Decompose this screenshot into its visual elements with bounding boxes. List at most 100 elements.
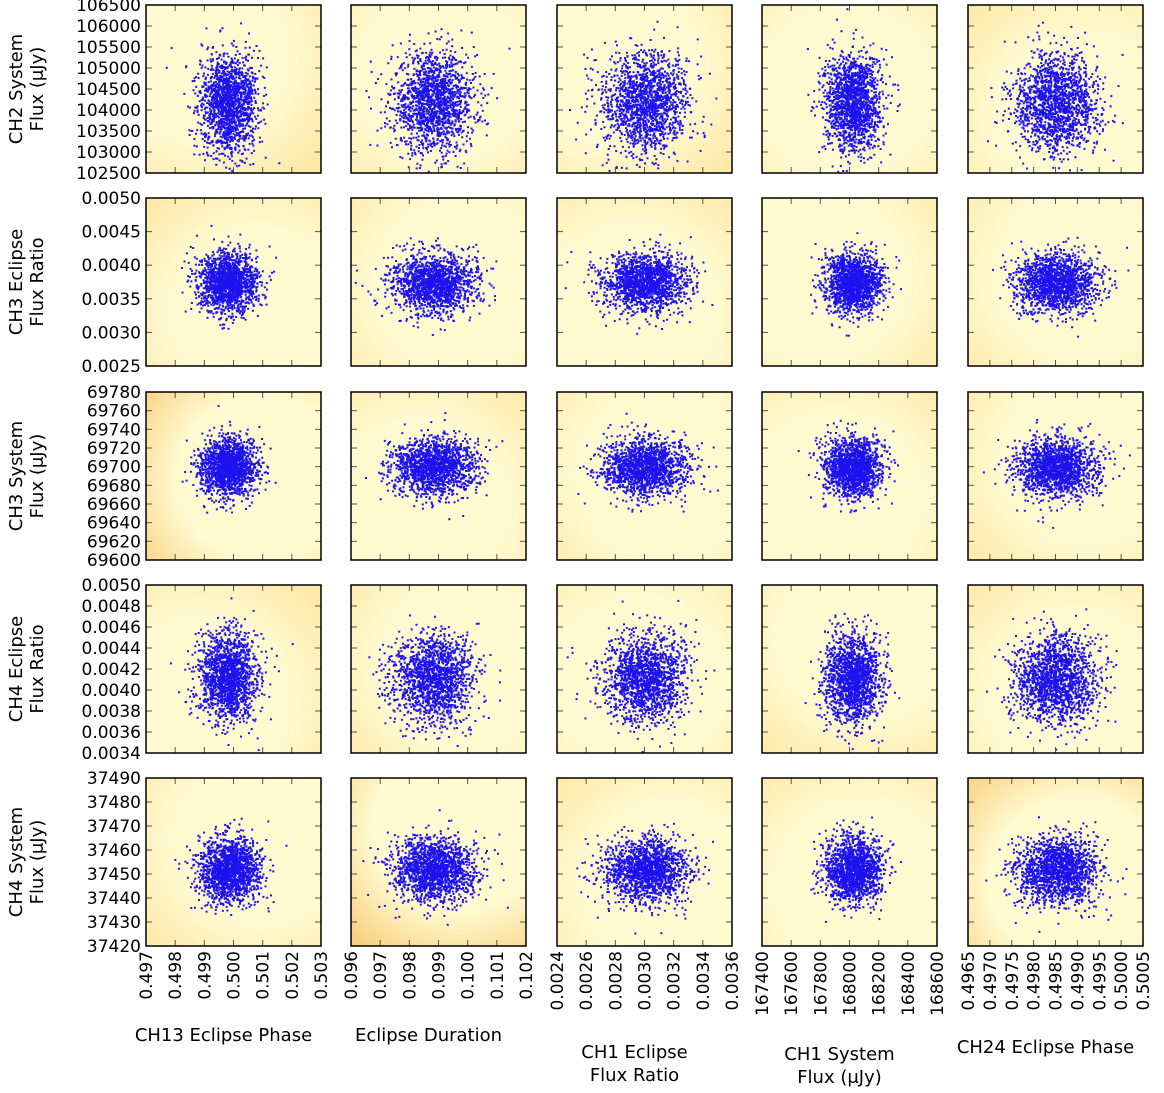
- data-point: [233, 127, 236, 130]
- data-point: [440, 93, 443, 95]
- data-point: [677, 77, 680, 80]
- data-point: [468, 79, 471, 82]
- data-point: [414, 153, 417, 156]
- data-point: [660, 105, 663, 108]
- data-point: [469, 143, 472, 145]
- data-point: [666, 77, 668, 80]
- data-point: [655, 116, 657, 119]
- data-point: [411, 80, 414, 83]
- data-point: [460, 61, 463, 64]
- data-point: [409, 91, 412, 94]
- data-point: [656, 82, 659, 85]
- data-point: [451, 120, 454, 123]
- data-point: [429, 150, 432, 152]
- data-point: [659, 133, 662, 136]
- data-point: [200, 66, 203, 69]
- data-point: [423, 65, 425, 67]
- data-point: [414, 50, 417, 53]
- data-point: [219, 94, 221, 97]
- data-point: [209, 93, 212, 95]
- data-point: [221, 100, 224, 103]
- data-point: [607, 158, 610, 161]
- data-point: [409, 114, 412, 117]
- data-point: [449, 82, 452, 85]
- data-point: [467, 131, 469, 134]
- data-point: [252, 144, 255, 147]
- data-point: [435, 102, 438, 105]
- data-point: [212, 158, 215, 161]
- data-point: [244, 56, 247, 59]
- data-point: [668, 65, 671, 68]
- data-point: [630, 75, 633, 78]
- data-point: [644, 96, 647, 99]
- data-point: [384, 125, 387, 128]
- data-point: [455, 85, 458, 88]
- data-point: [401, 112, 404, 114]
- data-point: [410, 118, 413, 121]
- data-point: [642, 70, 645, 73]
- data-point: [217, 78, 220, 81]
- data-point: [241, 74, 243, 76]
- data-point: [223, 70, 225, 73]
- data-point: [223, 52, 226, 55]
- data-point: [657, 62, 660, 65]
- data-point: [263, 95, 265, 97]
- data-point: [419, 79, 422, 82]
- data-point: [666, 81, 669, 84]
- data-point: [421, 105, 423, 108]
- data-point: [425, 148, 428, 151]
- data-point: [223, 105, 226, 108]
- data-point: [242, 114, 245, 117]
- data-point: [430, 71, 433, 74]
- data-point: [654, 109, 657, 112]
- data-point: [239, 115, 242, 118]
- data-point: [424, 59, 427, 62]
- data-point: [673, 153, 676, 156]
- data-point: [428, 96, 431, 99]
- data-point: [218, 159, 221, 162]
- data-point: [454, 119, 457, 122]
- data-point: [410, 144, 413, 147]
- data-point: [439, 91, 442, 94]
- data-point: [443, 99, 446, 102]
- data-point: [642, 97, 645, 100]
- data-point: [219, 105, 222, 107]
- data-point: [636, 114, 639, 116]
- data-point: [441, 120, 444, 123]
- data-point: [400, 139, 403, 142]
- data-point: [655, 158, 658, 161]
- data-point: [208, 114, 211, 117]
- data-point: [211, 139, 214, 142]
- data-point: [224, 154, 227, 157]
- data-point: [231, 137, 234, 140]
- data-point: [430, 98, 432, 101]
- data-point: [213, 115, 216, 118]
- data-point: [471, 79, 474, 81]
- data-point: [217, 105, 220, 108]
- data-point: [437, 91, 440, 94]
- data-point: [584, 110, 587, 113]
- data-point: [219, 30, 222, 33]
- data-point: [641, 74, 644, 76]
- data-point: [436, 134, 439, 137]
- data-point: [681, 103, 684, 106]
- data-point: [449, 88, 452, 91]
- data-point: [222, 161, 225, 164]
- data-point: [459, 124, 462, 127]
- data-point: [411, 154, 414, 157]
- data-point: [453, 145, 456, 148]
- data-point: [639, 88, 642, 91]
- data-point: [429, 51, 432, 54]
- data-point: [418, 120, 421, 123]
- data-point: [212, 144, 215, 147]
- data-point: [411, 107, 414, 110]
- data-point: [659, 89, 662, 92]
- data-point: [633, 130, 636, 133]
- data-point: [239, 108, 242, 111]
- data-point: [629, 129, 631, 132]
- data-point: [456, 91, 459, 94]
- data-point: [212, 89, 215, 92]
- data-point: [445, 86, 448, 89]
- data-point: [414, 91, 417, 94]
- data-point: [685, 60, 688, 62]
